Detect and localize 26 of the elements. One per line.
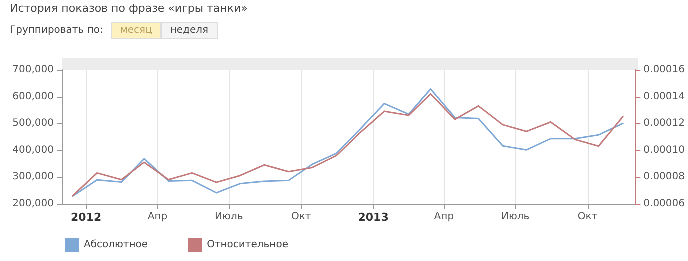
week-button: неделя bbox=[161, 22, 218, 39]
y-tick-label: 300,000 bbox=[12, 172, 54, 183]
x-tick-label: Окт bbox=[291, 212, 312, 222]
x-tick-label: 2013 bbox=[358, 211, 389, 224]
legend-label: Относительное bbox=[207, 240, 288, 250]
y-tick-label: 500,000 bbox=[12, 118, 54, 130]
y2-tick-label: 0.00006 bbox=[644, 198, 686, 210]
y-tick-label: 200,000 bbox=[12, 198, 54, 210]
x-tick-label: Окт bbox=[578, 212, 598, 222]
y2-tick-label: 0.00012 bbox=[644, 118, 686, 130]
x-tick-label: Апр bbox=[434, 212, 454, 222]
y-tick-label: 600,000 bbox=[12, 91, 54, 102]
y2-tick-label: 0.00008 bbox=[644, 172, 686, 183]
x-tick-label: 2012 bbox=[71, 211, 102, 224]
y2-tick-label: 0.00014 bbox=[644, 91, 686, 102]
y2-tick-label: 0.00010 bbox=[644, 144, 686, 156]
legend-label: Абсолютное bbox=[84, 240, 148, 250]
x-tick-label: Апр bbox=[148, 212, 168, 222]
chart-title: История показов по фразе «игры танки» bbox=[10, 2, 248, 15]
x-tick-label: Июль bbox=[215, 212, 244, 222]
text: Группировать по: bbox=[10, 25, 104, 36]
y-tick-label: 400,000 bbox=[12, 144, 54, 156]
y2-tick-label: 0.00016 bbox=[644, 64, 686, 76]
x-tick-label: Июль bbox=[501, 212, 530, 222]
month-button: месяц bbox=[111, 22, 162, 39]
y-tick-label: 700,000 bbox=[12, 64, 54, 76]
